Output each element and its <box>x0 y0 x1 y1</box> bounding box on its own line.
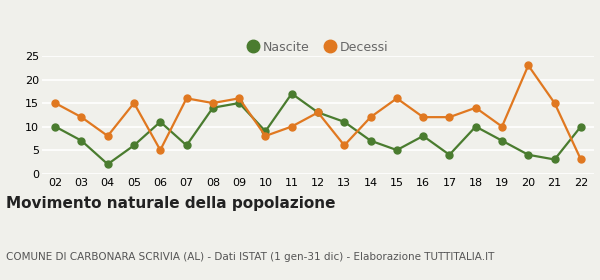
Decessi <box>393 97 400 100</box>
Decessi <box>367 115 374 119</box>
Text: COMUNE DI CARBONARA SCRIVIA (AL) - Dati ISTAT (1 gen-31 dic) - Elaborazione TUTT: COMUNE DI CARBONARA SCRIVIA (AL) - Dati … <box>6 252 494 262</box>
Decessi <box>341 144 348 147</box>
Line: Decessi: Decessi <box>52 62 584 163</box>
Decessi <box>78 115 85 119</box>
Decessi <box>288 125 295 128</box>
Nascite <box>524 153 532 157</box>
Decessi <box>577 158 584 161</box>
Decessi <box>446 115 453 119</box>
Nascite <box>104 162 112 166</box>
Decessi <box>209 101 217 105</box>
Decessi <box>472 106 479 109</box>
Nascite <box>446 153 453 157</box>
Nascite <box>78 139 85 142</box>
Decessi <box>551 101 558 105</box>
Nascite <box>577 125 584 128</box>
Decessi <box>104 134 112 138</box>
Decessi <box>314 111 322 114</box>
Nascite <box>419 134 427 138</box>
Nascite <box>157 120 164 123</box>
Nascite <box>341 120 348 123</box>
Text: Movimento naturale della popolazione: Movimento naturale della popolazione <box>6 196 335 211</box>
Decessi <box>236 97 243 100</box>
Decessi <box>262 134 269 138</box>
Nascite <box>499 139 506 142</box>
Nascite <box>52 125 59 128</box>
Nascite <box>367 139 374 142</box>
Nascite <box>262 130 269 133</box>
Legend: Nascite, Decessi: Nascite, Decessi <box>243 36 393 59</box>
Nascite <box>288 92 295 95</box>
Decessi <box>157 148 164 152</box>
Decessi <box>52 101 59 105</box>
Line: Nascite: Nascite <box>52 90 584 168</box>
Nascite <box>236 101 243 105</box>
Nascite <box>209 106 217 109</box>
Nascite <box>130 144 137 147</box>
Decessi <box>499 125 506 128</box>
Nascite <box>314 111 322 114</box>
Nascite <box>393 148 400 152</box>
Nascite <box>551 158 558 161</box>
Nascite <box>183 144 190 147</box>
Decessi <box>183 97 190 100</box>
Decessi <box>524 64 532 67</box>
Decessi <box>419 115 427 119</box>
Nascite <box>472 125 479 128</box>
Decessi <box>130 101 137 105</box>
